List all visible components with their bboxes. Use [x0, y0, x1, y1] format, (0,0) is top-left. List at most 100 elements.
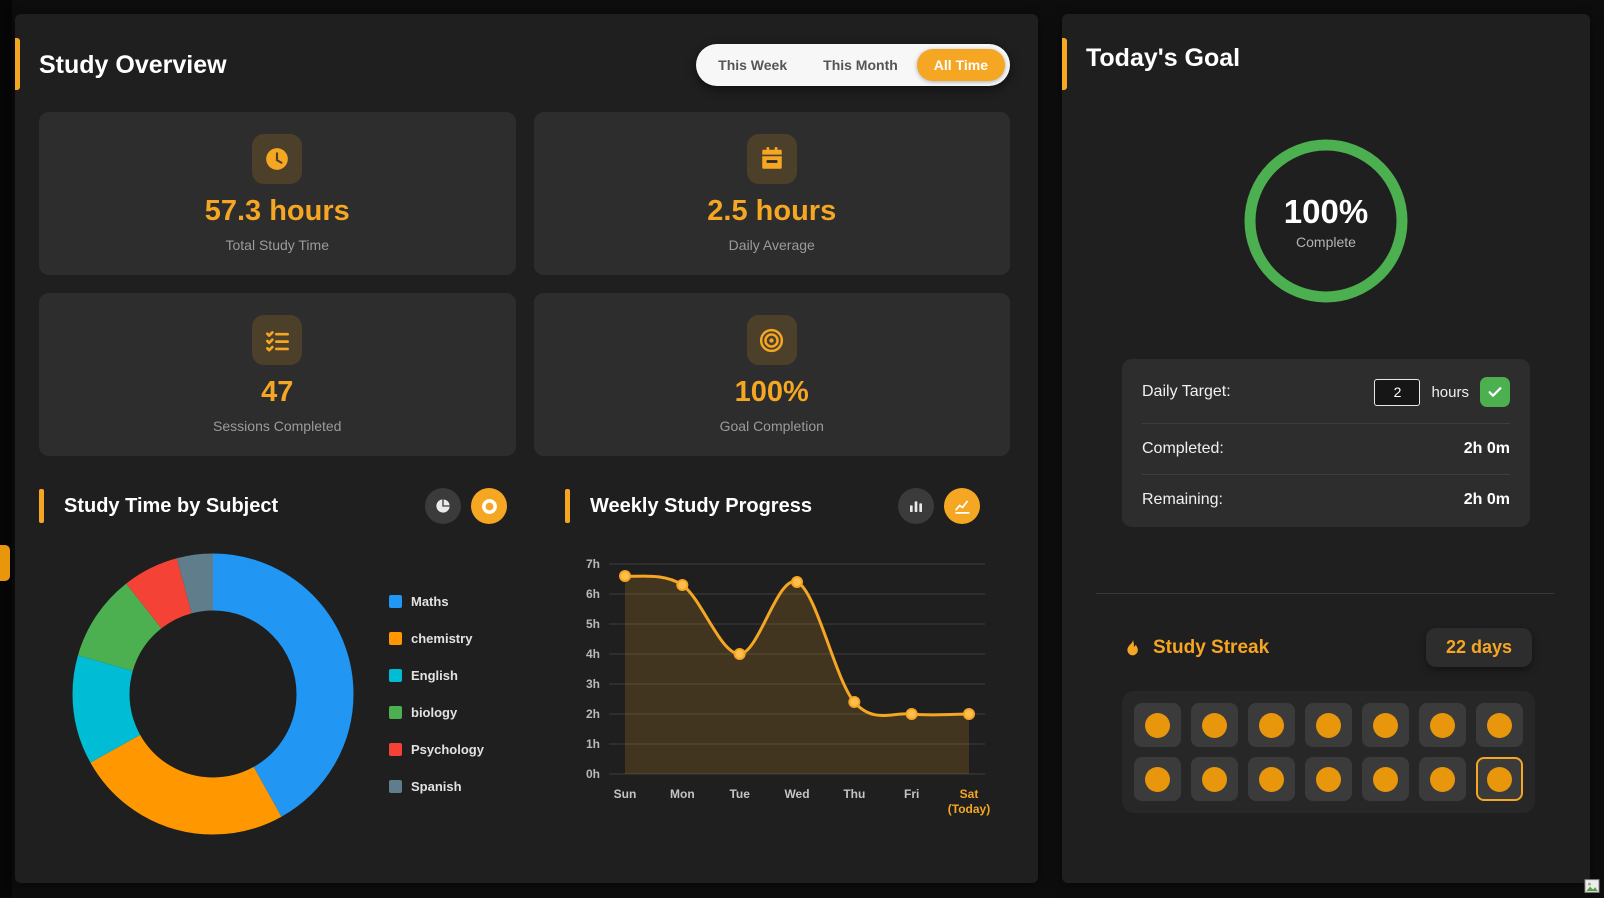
charts-row: Study Time by Subject Maths chemistry Engl… — [39, 488, 1010, 844]
clock-icon — [252, 134, 303, 184]
svg-text:4h: 4h — [586, 647, 600, 661]
time-range-tabs: This Week This Month All Time — [696, 44, 1010, 86]
legend-label: Spanish — [411, 779, 462, 794]
stat-value: 2.5 hours — [707, 195, 837, 227]
weekly-chart-type-toggles — [898, 488, 980, 524]
completed-label: Completed: — [1142, 440, 1224, 457]
legend-swatch — [389, 632, 402, 645]
confirm-target-button[interactable] — [1480, 377, 1510, 407]
streak-day-dot — [1145, 712, 1170, 738]
subject-donut-chart — [72, 553, 354, 835]
legend-item: biology — [389, 705, 484, 720]
donut-chart-icon — [481, 498, 498, 515]
svg-text:Sun: Sun — [614, 787, 637, 801]
legend-item: Maths — [389, 594, 484, 609]
completed-row: Completed: 2h 0m — [1142, 424, 1510, 475]
stat-card-daily-average: 2.5 hours Daily Average — [533, 112, 1010, 275]
svg-text:Sat: Sat — [960, 787, 979, 801]
svg-text:7h: 7h — [586, 557, 600, 571]
stat-card-total-study-time: 57.3 hours Total Study Time — [39, 112, 516, 275]
bar-chart-icon — [908, 498, 924, 514]
bar-chart-toggle-button[interactable] — [898, 488, 934, 524]
legend-item: English — [389, 668, 484, 683]
svg-text:6h: 6h — [586, 587, 600, 601]
line-chart-icon — [954, 498, 971, 515]
daily-target-row: Daily Target: hours — [1142, 361, 1510, 424]
svg-text:Wed: Wed — [784, 787, 809, 801]
subject-chart-section: Study Time by Subject Maths chemistry Engl… — [39, 488, 537, 844]
streak-day-dot — [1145, 766, 1170, 792]
divider — [1096, 593, 1554, 594]
stat-value: 100% — [734, 376, 809, 408]
goal-percent: 100% — [1283, 192, 1369, 230]
goal-progress-section: 100% Complete — [1062, 133, 1590, 309]
svg-text:Fri: Fri — [904, 787, 919, 801]
streak-day-dot — [1259, 766, 1284, 792]
svg-text:Mon: Mon — [670, 787, 695, 801]
streak-grid — [1122, 691, 1535, 813]
svg-text:Tue: Tue — [729, 787, 750, 801]
target-icon — [746, 315, 797, 365]
goal-percent-label: Complete — [1296, 233, 1356, 250]
stat-label: Sessions Completed — [213, 418, 342, 434]
todays-goal-title: Today's Goal — [1086, 44, 1241, 72]
goal-progress-ring — [1244, 139, 1408, 303]
panel-accent-bar — [15, 38, 20, 90]
streak-day-cell — [1191, 757, 1238, 801]
stat-label: Total Study Time — [225, 237, 330, 253]
streak-day-dot — [1430, 712, 1455, 738]
tab-all-time[interactable]: All Time — [916, 49, 1005, 81]
goal-details-card: Daily Target: hours Completed: 2h 0m Rem… — [1122, 359, 1530, 527]
tab-this-week[interactable]: This Week — [701, 49, 804, 81]
legend-swatch — [389, 780, 402, 793]
sidebar-indicator[interactable] — [0, 545, 10, 581]
streak-day-cell — [1305, 757, 1352, 801]
svg-text:2h: 2h — [586, 707, 600, 721]
weekly-chart-section: Weekly Study Progress 0h 1h 2h 3h 4h 5h 6h 7h Su… — [565, 488, 1010, 844]
study-overview-panel: Study Overview This Week This Month All … — [15, 14, 1038, 883]
pie-chart-toggle-button[interactable] — [425, 488, 461, 524]
streak-day-cell — [1134, 703, 1181, 747]
collapsed-sidebar — [0, 0, 12, 897]
svg-text:0h: 0h — [586, 767, 600, 781]
streak-day-dot — [1430, 766, 1455, 792]
streak-day-cell-today — [1476, 757, 1523, 801]
subject-chart-type-toggles — [425, 488, 507, 524]
streak-day-cell — [1419, 757, 1466, 801]
remaining-row: Remaining: 2h 0m — [1142, 475, 1510, 525]
streak-day-dot — [1202, 712, 1227, 738]
streak-day-cell — [1305, 703, 1352, 747]
stat-value: 57.3 hours — [204, 195, 350, 227]
svg-text:1h: 1h — [586, 737, 600, 751]
daily-target-input[interactable] — [1374, 378, 1421, 406]
tab-this-month[interactable]: This Month — [806, 49, 915, 81]
legend-label: English — [411, 668, 458, 683]
streak-count-badge: 22 days — [1425, 628, 1532, 667]
section-accent-bar — [565, 489, 570, 523]
streak-day-dot — [1316, 766, 1341, 792]
streak-title: Study Streak — [1153, 636, 1270, 658]
subject-chart-legend: Maths chemistry English biology Psychology Sp… — [389, 594, 484, 794]
streak-day-dot — [1487, 766, 1512, 792]
streak-day-cell — [1476, 703, 1523, 747]
legend-label: Maths — [411, 594, 449, 609]
streak-day-dot — [1373, 766, 1398, 792]
streak-day-cell — [1191, 703, 1238, 747]
streak-header: Study Streak 22 days — [1122, 628, 1532, 667]
legend-item: Psychology — [389, 742, 484, 757]
line-chart-toggle-button[interactable] — [944, 488, 980, 524]
legend-item: Spanish — [389, 779, 484, 794]
hours-unit-label: hours — [1431, 383, 1469, 401]
pie-chart-icon — [435, 498, 451, 514]
stat-value: 47 — [261, 376, 294, 408]
daily-target-label: Daily Target: — [1142, 383, 1231, 400]
streak-day-dot — [1487, 712, 1512, 738]
weekly-chart-title: Weekly Study Progress — [590, 494, 812, 517]
donut-chart-toggle-button[interactable] — [471, 488, 507, 524]
streak-day-dot — [1259, 712, 1284, 738]
streak-day-cell — [1419, 703, 1466, 747]
weekly-line-chart: 0h 1h 2h 3h 4h 5h 6h 7h Sun Mon Tue Wed Thu Fri Sat(To… — [586, 557, 990, 816]
svg-text:3h: 3h — [586, 677, 600, 691]
stats-grid: 57.3 hours Total Study Time 2.5 hours Da… — [39, 112, 1010, 456]
remaining-value: 2h 0m — [1463, 491, 1510, 508]
